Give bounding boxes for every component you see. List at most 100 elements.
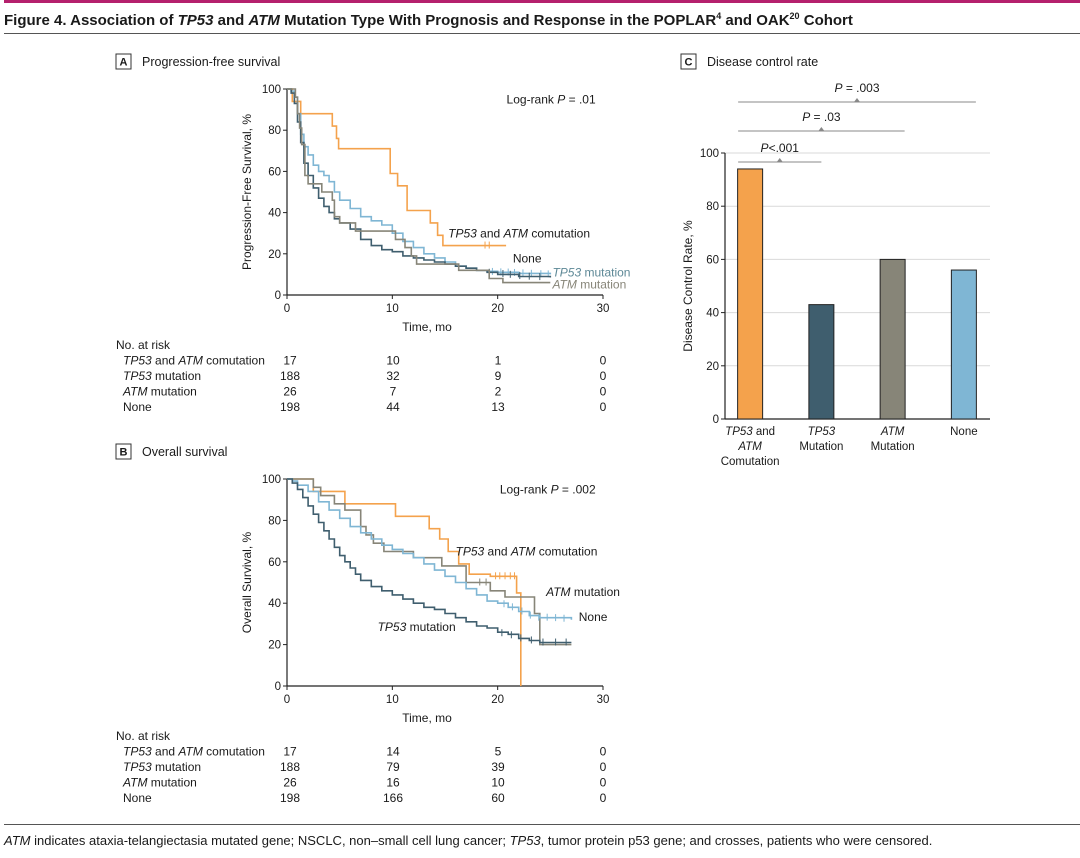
risk-count: 1 bbox=[495, 354, 502, 368]
comparison-p-value: P = .03 bbox=[802, 110, 841, 124]
x-tick-label: 0 bbox=[284, 303, 290, 315]
y-tick-label: 60 bbox=[706, 254, 719, 266]
panel-B-badge bbox=[115, 443, 132, 460]
y-axis-title: Progression-Free Survival, % bbox=[240, 114, 254, 270]
km-curve-none bbox=[287, 478, 573, 620]
panel-A-badge bbox=[115, 53, 132, 70]
y-tick-label: 100 bbox=[262, 84, 281, 96]
risk-row-label: ATM mutation bbox=[122, 776, 197, 790]
risk-count: 13 bbox=[491, 400, 505, 414]
risk-count: 39 bbox=[491, 760, 505, 774]
risk-count: 198 bbox=[280, 400, 300, 414]
risk-table-header: No. at risk bbox=[116, 729, 171, 743]
risk-count: 0 bbox=[600, 760, 607, 774]
risk-row-label: TP53 and ATM comutation bbox=[123, 354, 265, 368]
panel-C-plot: 0 20 40 60 80 100 Disease Control Rate, % TP53 … bbox=[681, 81, 990, 468]
footnote: ATM indicates ataxia-telangiectasia muta… bbox=[4, 833, 933, 848]
curve-label-none: None bbox=[579, 610, 608, 624]
panel-B-letter: B bbox=[120, 447, 128, 459]
y-tick-label: 40 bbox=[706, 308, 719, 320]
risk-table-B: No. at risk TP53 and ATM comutation 17 14 5 0… bbox=[116, 729, 607, 805]
footer-rule bbox=[4, 824, 1080, 825]
y-tick-label: 20 bbox=[268, 249, 281, 261]
x-axis-title: Time, mo bbox=[402, 711, 452, 725]
km-curve-atm bbox=[287, 88, 551, 284]
curve-label-none: None bbox=[513, 252, 542, 266]
y-tick-label: 80 bbox=[268, 515, 281, 527]
risk-count: 5 bbox=[495, 745, 502, 759]
curve-label-tp53: TP53 mutation bbox=[552, 265, 630, 279]
km-curve-tp53 bbox=[287, 478, 572, 644]
x-tick-label: 0 bbox=[284, 694, 290, 706]
y-tick-label: 20 bbox=[706, 361, 719, 373]
risk-count: 10 bbox=[491, 776, 505, 790]
km-curve-atm bbox=[287, 478, 572, 646]
risk-count: 0 bbox=[600, 385, 607, 399]
risk-row-label: TP53 and ATM comutation bbox=[123, 745, 265, 759]
km-curve-tp53 bbox=[287, 88, 552, 278]
risk-count: 0 bbox=[600, 745, 607, 759]
bar-comutation bbox=[737, 168, 764, 420]
risk-count: 14 bbox=[386, 745, 400, 759]
comparison-p-value: P = .003 bbox=[834, 81, 879, 95]
category-label: ATM bbox=[880, 426, 905, 438]
panel-A-letter: A bbox=[120, 57, 128, 69]
y-tick-label: 0 bbox=[713, 414, 719, 426]
risk-count: 16 bbox=[386, 776, 400, 790]
risk-count: 188 bbox=[280, 760, 300, 774]
y-tick-label: 80 bbox=[268, 125, 281, 137]
y-axis-title: Disease Control Rate, % bbox=[681, 220, 695, 352]
risk-row-label: ATM mutation bbox=[122, 385, 197, 399]
figure-title: Figure 4. Association of TP53 and ATM Mu… bbox=[4, 11, 853, 29]
risk-count: 198 bbox=[280, 791, 300, 805]
comparison-marker bbox=[776, 158, 783, 162]
log-rank-annotation: Log-rank P = .01 bbox=[507, 92, 596, 106]
x-tick-label: 20 bbox=[491, 303, 504, 315]
risk-count: 0 bbox=[600, 369, 607, 383]
bar-tp53 bbox=[808, 304, 835, 420]
risk-count: 2 bbox=[495, 385, 502, 399]
risk-count: 26 bbox=[283, 385, 297, 399]
comparison-marker bbox=[854, 98, 860, 102]
y-tick-label: 80 bbox=[706, 201, 719, 213]
risk-row-label: None bbox=[123, 400, 152, 414]
bar-atm bbox=[879, 258, 906, 420]
x-tick-label: 30 bbox=[597, 303, 610, 315]
curve-label-atm: ATM mutation bbox=[551, 277, 626, 291]
risk-count: 60 bbox=[491, 791, 505, 805]
risk-count: 26 bbox=[283, 776, 297, 790]
risk-count: 44 bbox=[386, 400, 400, 414]
y-tick-label: 0 bbox=[275, 290, 281, 302]
risk-count: 0 bbox=[600, 776, 607, 790]
y-tick-label: 0 bbox=[275, 681, 281, 693]
km-curve-none bbox=[287, 88, 552, 275]
panel-A-plot: 0 20 40 60 80 100 0 10 20 30 Time, mo Progression-F… bbox=[240, 84, 630, 334]
risk-count: 9 bbox=[495, 369, 502, 383]
panel-C-badge bbox=[680, 53, 697, 70]
risk-count: 32 bbox=[386, 369, 400, 383]
y-tick-label: 20 bbox=[268, 640, 281, 652]
risk-row-label: TP53 mutation bbox=[123, 760, 201, 774]
category-label: Comutation bbox=[721, 456, 780, 468]
bar-none bbox=[950, 269, 977, 420]
risk-count: 0 bbox=[600, 354, 607, 368]
y-tick-label: 100 bbox=[262, 474, 281, 486]
category-label: Mutation bbox=[799, 441, 843, 453]
risk-count: 0 bbox=[600, 400, 607, 414]
panel-A-title: Progression-free survival bbox=[142, 55, 280, 69]
km-curve-comutation bbox=[287, 478, 522, 686]
x-tick-label: 20 bbox=[491, 694, 504, 706]
y-tick-label: 60 bbox=[268, 166, 281, 178]
x-axis-title: Time, mo bbox=[402, 320, 452, 334]
category-label: Mutation bbox=[871, 441, 915, 453]
x-tick-label: 30 bbox=[597, 694, 610, 706]
curve-label-comutation: TP53 and ATM comutation bbox=[448, 226, 590, 240]
risk-count: 17 bbox=[283, 354, 297, 368]
panel-C-title: Disease control rate bbox=[707, 55, 818, 69]
figure-title-bar: Figure 4. Association of TP53 and ATM Mu… bbox=[4, 0, 1080, 34]
x-tick-label: 10 bbox=[386, 303, 399, 315]
comparison-p-value: P<.001 bbox=[761, 141, 800, 155]
risk-row-label: TP53 mutation bbox=[123, 369, 201, 383]
